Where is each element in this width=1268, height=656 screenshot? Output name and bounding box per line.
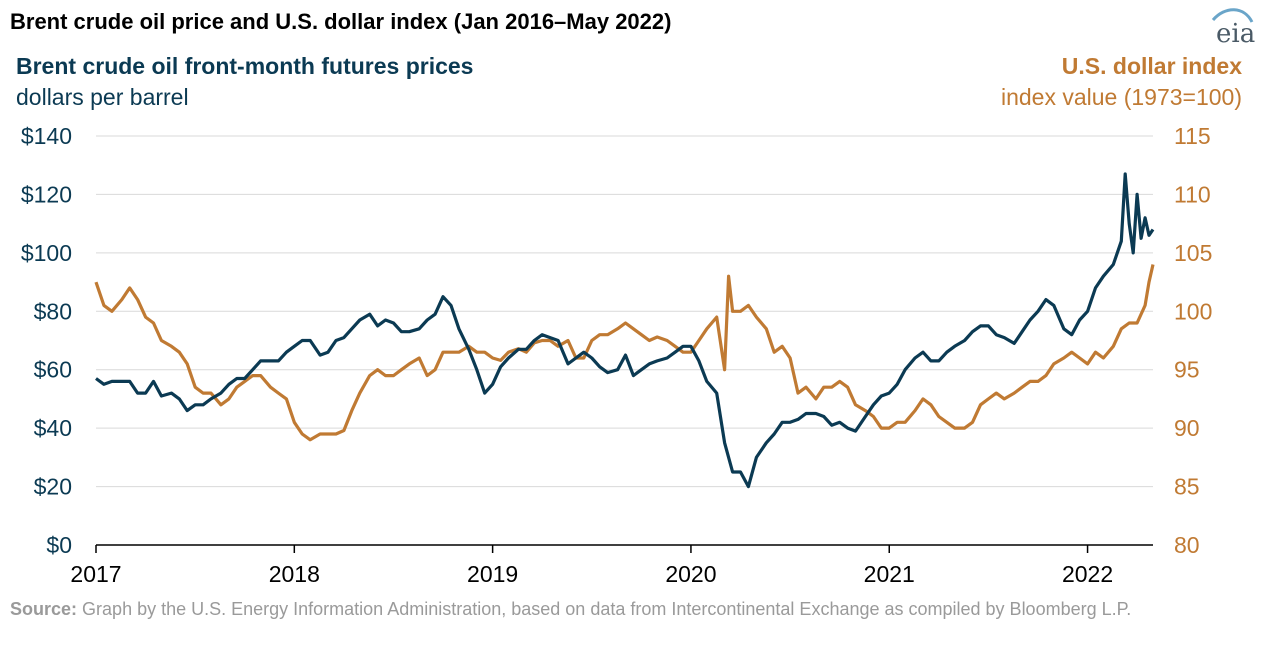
- source-text: Graph by the U.S. Energy Information Adm…: [82, 599, 1132, 619]
- x-axis-ticks: 2017 2018 2019 2020 2021 2022: [70, 545, 1113, 587]
- left-axis-unit: dollars per barrel: [16, 84, 189, 110]
- x-tick-label: 2017: [70, 561, 121, 587]
- right-tick-label: 100: [1174, 298, 1212, 324]
- right-tick-label: 95: [1174, 357, 1200, 383]
- left-axis-title: Brent crude oil front-month futures pric…: [16, 53, 473, 79]
- x-tick-label: 2019: [467, 561, 518, 587]
- left-tick-label: $60: [34, 357, 72, 383]
- right-axis-ticks: 80 85 90 95 100 105 110 115: [1174, 123, 1212, 558]
- gridlines: [96, 135, 1153, 488]
- right-tick-label: 85: [1174, 474, 1200, 500]
- dollar-index-line: [94, 264, 1155, 442]
- eia-logo: eia: [1211, 8, 1255, 49]
- right-tick-label: 90: [1174, 415, 1200, 441]
- series-layer: [94, 172, 1155, 489]
- logo-text: eia: [1216, 19, 1255, 49]
- x-tick-label: 2022: [1062, 561, 1113, 587]
- right-tick-label: 105: [1174, 240, 1212, 266]
- right-tick-label: 115: [1174, 123, 1211, 149]
- right-axis-unit: index value (1973=100): [1001, 84, 1242, 110]
- logo-arc: [1211, 8, 1254, 23]
- source-note: Source: Graph by the U.S. Energy Informa…: [10, 598, 1250, 621]
- chart-title: Brent crude oil price and U.S. dollar in…: [10, 9, 671, 34]
- right-axis-title: U.S. dollar index: [1062, 53, 1242, 79]
- left-tick-label: $100: [21, 240, 72, 266]
- right-tick-label: 110: [1174, 181, 1211, 207]
- x-tick-label: 2018: [269, 561, 320, 587]
- x-tick-label: 2020: [665, 561, 716, 587]
- right-tick-label: 80: [1174, 532, 1200, 558]
- left-tick-label: $120: [21, 181, 72, 207]
- left-tick-label: $80: [34, 298, 72, 324]
- left-tick-label: $20: [34, 474, 72, 500]
- x-tick-label: 2021: [864, 561, 915, 587]
- left-tick-label: $0: [46, 532, 72, 558]
- left-axis-ticks: $0 $20 $40 $60 $80 $100 $120 $140: [21, 123, 72, 558]
- brent-price-line: [95, 172, 1155, 489]
- source-label: Source:: [10, 599, 78, 619]
- left-tick-label: $40: [34, 415, 72, 441]
- left-tick-label: $140: [21, 123, 72, 149]
